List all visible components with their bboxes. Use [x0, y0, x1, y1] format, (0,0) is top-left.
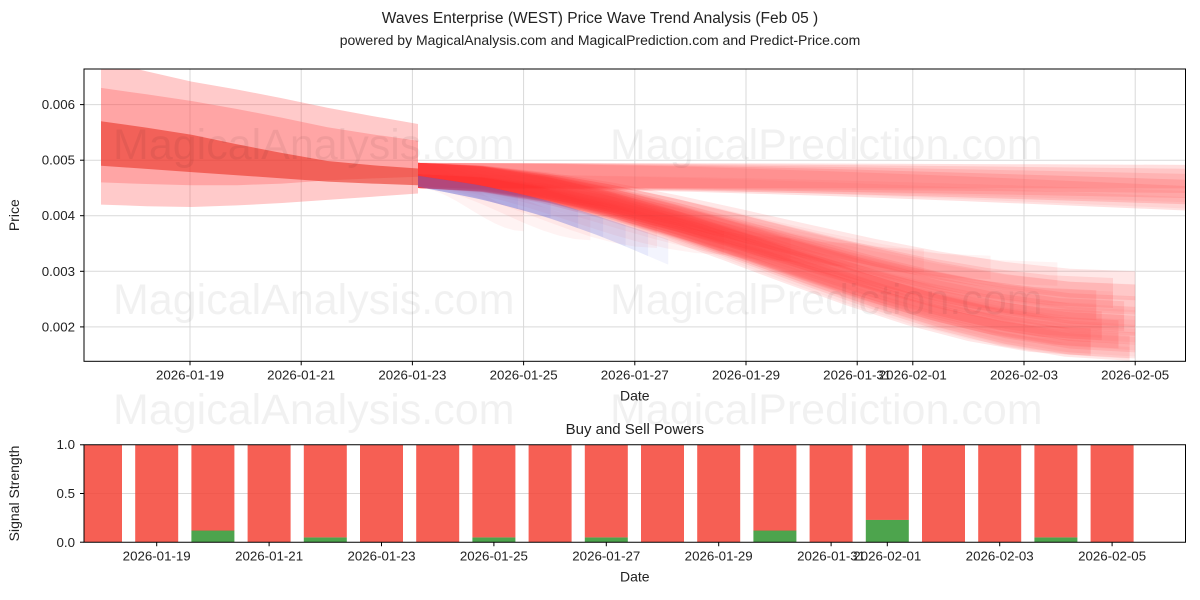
- svg-text:2026-01-21: 2026-01-21: [267, 367, 335, 382]
- svg-text:0.006: 0.006: [42, 97, 75, 112]
- svg-text:0.0: 0.0: [57, 535, 76, 550]
- svg-text:2026-01-29: 2026-01-29: [712, 367, 780, 382]
- svg-text:MagicalAnalysis.com: MagicalAnalysis.com: [113, 386, 514, 434]
- svg-text:2026-02-01: 2026-02-01: [853, 548, 921, 563]
- svg-text:MagicalAnalysis.com: MagicalAnalysis.com: [113, 276, 514, 324]
- svg-text:2026-01-27: 2026-01-27: [601, 367, 669, 382]
- svg-text:MagicalPrediction.com: MagicalPrediction.com: [610, 276, 1043, 324]
- svg-text:0.5: 0.5: [57, 486, 76, 501]
- svg-text:Date: Date: [620, 387, 650, 403]
- svg-text:0.002: 0.002: [42, 319, 75, 334]
- svg-text:Price: Price: [6, 199, 22, 231]
- svg-text:Signal Strength: Signal Strength: [6, 446, 22, 542]
- svg-text:2026-01-25: 2026-01-25: [460, 548, 528, 563]
- svg-text:0.003: 0.003: [42, 264, 75, 279]
- svg-text:2026-02-05: 2026-02-05: [1101, 367, 1169, 382]
- svg-text:2026-01-21: 2026-01-21: [235, 548, 303, 563]
- svg-text:2026-01-27: 2026-01-27: [572, 548, 640, 563]
- svg-text:2026-02-03: 2026-02-03: [966, 548, 1034, 563]
- svg-text:MagicalAnalysis.com: MagicalAnalysis.com: [113, 121, 514, 169]
- svg-text:2026-01-23: 2026-01-23: [378, 367, 446, 382]
- svg-text:2026-01-23: 2026-01-23: [347, 548, 415, 563]
- svg-text:2026-01-25: 2026-01-25: [490, 367, 558, 382]
- svg-text:2026-02-05: 2026-02-05: [1078, 548, 1146, 563]
- svg-text:MagicalPrediction.com: MagicalPrediction.com: [610, 121, 1043, 169]
- svg-text:2026-01-29: 2026-01-29: [685, 548, 753, 563]
- svg-text:Date: Date: [620, 568, 650, 584]
- svg-text:0.005: 0.005: [42, 153, 75, 168]
- svg-text:2026-02-01: 2026-02-01: [879, 367, 947, 382]
- svg-text:2026-01-19: 2026-01-19: [156, 367, 224, 382]
- svg-text:2026-02-03: 2026-02-03: [990, 367, 1058, 382]
- svg-text:2026-01-19: 2026-01-19: [123, 548, 191, 563]
- svg-text:Buy and Sell Powers: Buy and Sell Powers: [566, 421, 704, 438]
- svg-text:0.004: 0.004: [42, 208, 75, 223]
- svg-text:1.0: 1.0: [57, 437, 76, 452]
